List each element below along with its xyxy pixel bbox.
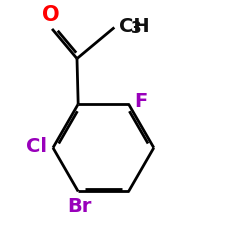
Text: Cl: Cl xyxy=(26,137,47,156)
Text: O: O xyxy=(42,4,60,24)
Text: CH: CH xyxy=(119,17,149,36)
Text: 3: 3 xyxy=(131,21,142,36)
Text: Br: Br xyxy=(67,198,92,216)
Text: F: F xyxy=(134,92,148,111)
